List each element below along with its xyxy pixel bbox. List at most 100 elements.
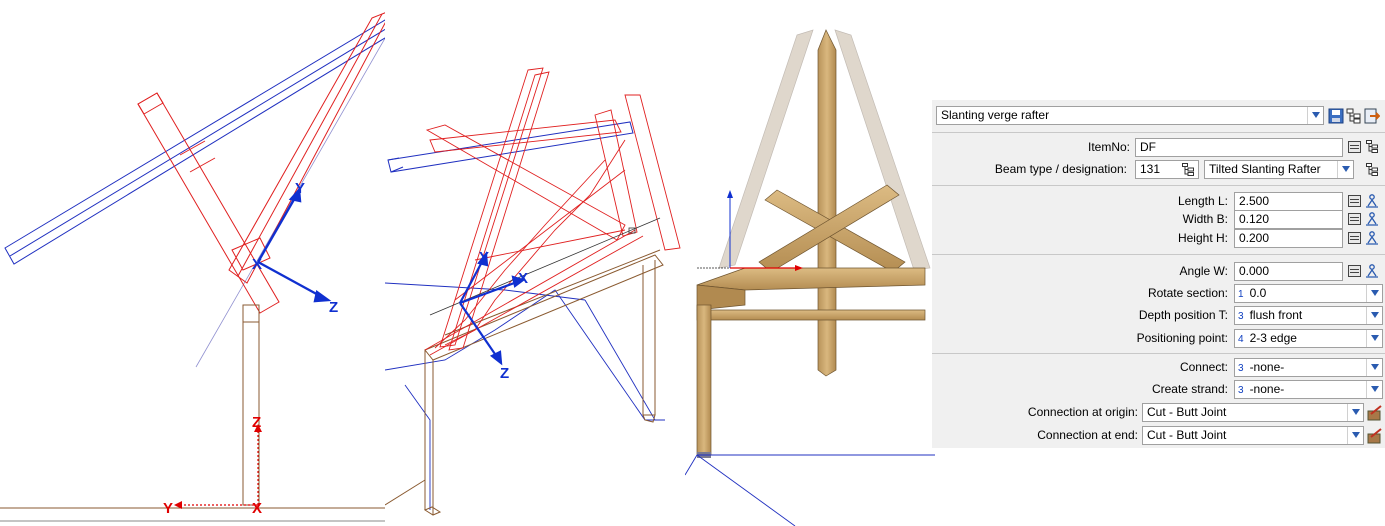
- strand-code: 3: [1238, 385, 1244, 396]
- viewport-left-wireframe[interactable]: X Y Z Z Y X: [0, 0, 385, 526]
- guide-line: [195, 37, 385, 368]
- conn-end-value: Cut - Butt Joint: [1147, 428, 1227, 442]
- conn-origin-label: Connection at origin:: [1027, 405, 1138, 419]
- base-lines: [685, 454, 935, 526]
- local-axes-blue: [256, 187, 332, 303]
- axis-z-arrow: [254, 424, 262, 432]
- axis-x-marker: X: [252, 256, 262, 273]
- chevron-down-icon[interactable]: [1347, 427, 1363, 444]
- chevron-down-icon[interactable]: [1337, 161, 1353, 178]
- height-field[interactable]: 0.200: [1234, 229, 1343, 248]
- chevron-down-icon[interactable]: [1366, 359, 1382, 376]
- blue-beam: [387, 121, 634, 173]
- separator: [932, 185, 1385, 186]
- measure-icon[interactable]: [1365, 212, 1379, 226]
- chevron-down-icon[interactable]: [1366, 330, 1382, 347]
- element-type-value: Slanting verge rafter: [941, 108, 1050, 122]
- axis-horizontal-arrow: [795, 265, 803, 271]
- beam-type-dropdown[interactable]: Tilted Slanting Rafter: [1204, 160, 1354, 179]
- measure-icon[interactable]: [1365, 194, 1379, 208]
- tree-structure-icon[interactable]: [1346, 108, 1362, 124]
- axis-y-blue-label: Y: [295, 180, 305, 197]
- tree-icon[interactable]: [1366, 163, 1378, 176]
- axis-z-red-label: Z: [252, 414, 261, 431]
- conn-end-label: Connection at end:: [1037, 428, 1138, 442]
- export-icon[interactable]: [1364, 108, 1380, 124]
- chevron-down-icon[interactable]: [1347, 404, 1363, 421]
- axis-x-red-label: X: [252, 500, 262, 517]
- viewport-middle-wireframe[interactable]: Y X Z: [385, 0, 685, 526]
- measure-icon[interactable]: [1365, 231, 1379, 245]
- tie-beam: [696, 309, 926, 321]
- height-label: Height H:: [1177, 231, 1228, 245]
- item-no-label: ItemNo:: [1087, 140, 1130, 154]
- chevron-down-icon[interactable]: [1366, 285, 1382, 302]
- red-rafters: [424, 67, 681, 356]
- element-type-dropdown[interactable]: Slanting verge rafter: [936, 106, 1324, 125]
- table-icon[interactable]: [1348, 232, 1361, 244]
- local-axes-blue-iso: [459, 251, 526, 366]
- length-field[interactable]: 2.500: [1234, 192, 1343, 211]
- axis-y-iso-label: Y: [479, 249, 489, 266]
- brown-frame: [385, 249, 664, 516]
- axis-z-blue-label: Z: [329, 299, 338, 316]
- width-field[interactable]: 0.120: [1234, 210, 1343, 229]
- viewport-right-rendered[interactable]: [685, 0, 935, 526]
- tree-icon[interactable]: [1366, 140, 1378, 153]
- axis-vertical-arrow: [727, 190, 733, 198]
- brown-post: [242, 304, 260, 506]
- strand-dropdown[interactable]: 3 -none-: [1234, 380, 1383, 399]
- connection-marker: [628, 227, 636, 234]
- measure-icon[interactable]: [1365, 264, 1379, 278]
- positioning-code: 4: [1238, 334, 1244, 345]
- strand-label: Create strand:: [1151, 382, 1228, 396]
- connection-edit-icon[interactable]: [1367, 405, 1383, 421]
- table-icon[interactable]: [1348, 213, 1361, 225]
- blue-construction-lines: [385, 282, 665, 510]
- conn-end-dropdown[interactable]: Cut - Butt Joint: [1142, 426, 1364, 445]
- top-plate: [696, 267, 926, 291]
- save-icon[interactable]: [1328, 108, 1344, 124]
- global-axes-red: [180, 430, 259, 506]
- plate-end: [696, 284, 746, 311]
- item-no-field[interactable]: DF: [1135, 138, 1343, 157]
- depth-code: 3: [1238, 311, 1244, 322]
- positioning-label: Positioning point:: [1136, 331, 1228, 345]
- king-post: [817, 29, 837, 377]
- positioning-value: 2-3 edge: [1249, 331, 1297, 345]
- depth-value: flush front: [1249, 308, 1303, 322]
- beam-type-value: Tilted Slanting Rafter: [1209, 162, 1321, 176]
- connect-value: -none-: [1249, 360, 1285, 374]
- depth-label: Depth position T:: [1138, 308, 1228, 322]
- axis-y-red-label: Y: [163, 500, 173, 517]
- positioning-dropdown[interactable]: 4 2-3 edge: [1234, 329, 1383, 348]
- tree-icon[interactable]: [1182, 163, 1194, 176]
- length-label: Length L:: [1177, 194, 1228, 208]
- rotate-dropdown[interactable]: 1 0.0: [1234, 284, 1383, 303]
- separator: [932, 132, 1385, 133]
- conn-origin-value: Cut - Butt Joint: [1147, 405, 1227, 419]
- wireframe-middle-canvas: Y X Z: [385, 67, 681, 516]
- blue-rafter: [4, 19, 385, 265]
- red-rafter-1: [137, 92, 280, 314]
- connect-dropdown[interactable]: 3 -none-: [1234, 358, 1383, 377]
- connect-label: Connect:: [1179, 360, 1228, 374]
- table-icon[interactable]: [1348, 265, 1361, 277]
- table-icon[interactable]: [1348, 195, 1361, 207]
- axis-z-iso-label: Z: [500, 365, 509, 382]
- strand-value: -none-: [1249, 382, 1285, 396]
- angle-field[interactable]: 0.000: [1234, 262, 1343, 281]
- connection-edit-icon[interactable]: [1367, 428, 1383, 444]
- wireframe-left-canvas: X Y Z Z Y X: [0, 12, 385, 522]
- chevron-down-icon[interactable]: [1366, 381, 1382, 398]
- red-rafter-2: [228, 12, 385, 284]
- rotate-value: 0.0: [1249, 286, 1267, 300]
- properties-panel: Slanting verge rafter ItemNo: DF Beam ty…: [932, 100, 1385, 448]
- separator: [932, 353, 1385, 354]
- beam-type-label: Beam type / designation:: [994, 162, 1127, 176]
- chevron-down-icon[interactable]: [1307, 107, 1323, 124]
- depth-dropdown[interactable]: 3 flush front: [1234, 306, 1383, 325]
- chevron-down-icon[interactable]: [1366, 307, 1382, 324]
- table-icon[interactable]: [1348, 141, 1361, 153]
- conn-origin-dropdown[interactable]: Cut - Butt Joint: [1142, 403, 1364, 422]
